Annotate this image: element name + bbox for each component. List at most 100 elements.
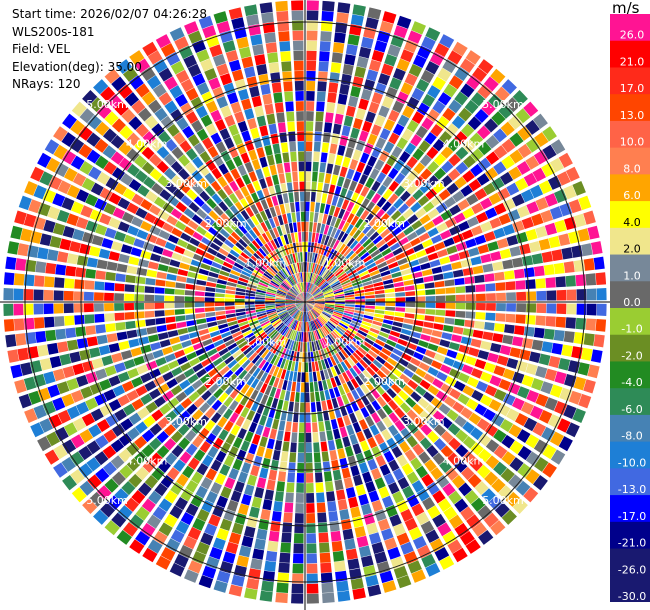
ppi-gate bbox=[388, 109, 400, 123]
ppi-gate bbox=[342, 284, 353, 290]
ppi-gate bbox=[486, 303, 496, 311]
ppi-gate bbox=[410, 391, 422, 403]
ppi-gate bbox=[262, 426, 271, 438]
ppi-gate bbox=[269, 315, 279, 322]
ppi-gate bbox=[79, 108, 95, 124]
ppi-gate bbox=[279, 41, 291, 52]
ppi-gate bbox=[322, 461, 331, 472]
ppi-gate bbox=[142, 41, 158, 57]
ppi-gate bbox=[258, 281, 269, 288]
ppi-gate bbox=[338, 337, 348, 347]
ppi-gate bbox=[436, 115, 450, 130]
ppi-gate bbox=[76, 401, 90, 415]
ppi-gate bbox=[470, 163, 484, 177]
ppi-gate bbox=[294, 513, 304, 524]
ppi-gate bbox=[320, 327, 327, 337]
ppi-gate bbox=[255, 250, 265, 260]
ppi-gate bbox=[135, 506, 150, 521]
ppi-gate bbox=[378, 351, 389, 361]
ppi-gate bbox=[291, 274, 297, 285]
ppi-gate bbox=[208, 210, 220, 221]
ppi-gate bbox=[268, 62, 280, 74]
ppi-gate bbox=[258, 359, 267, 369]
ppi-gate bbox=[394, 172, 406, 185]
ppi-gate bbox=[434, 353, 446, 363]
ppi-gate bbox=[583, 258, 595, 271]
ppi-gate bbox=[336, 489, 346, 501]
ppi-gate bbox=[250, 34, 263, 46]
ppi-gate bbox=[154, 310, 165, 317]
ppi-gate bbox=[173, 459, 186, 472]
ppi-gate bbox=[225, 294, 235, 298]
ppi-gate bbox=[270, 317, 280, 324]
ppi-gate bbox=[386, 357, 398, 367]
ppi-gate bbox=[293, 412, 299, 423]
ppi-gate bbox=[246, 409, 256, 421]
ppi-gate bbox=[320, 370, 326, 381]
ppi-gate bbox=[587, 225, 600, 240]
scan-info-panel: Start time: 2026/02/07 04:26:28 WLS200s-… bbox=[12, 6, 207, 94]
ppi-gate bbox=[323, 369, 330, 380]
ppi-gate bbox=[221, 351, 232, 361]
ppi-gate bbox=[313, 340, 318, 351]
ppi-gate bbox=[117, 84, 133, 99]
ppi-gate bbox=[495, 313, 506, 322]
ppi-gate bbox=[275, 273, 284, 282]
ppi-gate bbox=[381, 201, 392, 212]
ppi-gate bbox=[233, 262, 244, 270]
range-ring-label: 1.00km bbox=[245, 336, 287, 349]
ppi-gate bbox=[199, 150, 211, 163]
ppi-gate bbox=[241, 462, 252, 474]
ppi-gate bbox=[395, 215, 406, 226]
ppi-gate bbox=[429, 538, 445, 553]
ppi-gate bbox=[67, 253, 79, 265]
ppi-gate bbox=[128, 179, 142, 192]
ppi-gate bbox=[296, 296, 305, 302]
ppi-gate bbox=[337, 145, 346, 156]
ppi-gate bbox=[136, 267, 148, 276]
ppi-gate bbox=[310, 191, 316, 202]
ppi-gate bbox=[298, 321, 302, 332]
ppi-gate bbox=[278, 173, 286, 184]
ppi-gate bbox=[192, 363, 204, 373]
ppi-gate bbox=[144, 115, 159, 129]
ppi-gate bbox=[327, 501, 337, 512]
ppi-gate bbox=[252, 548, 265, 560]
ppi-gate bbox=[337, 384, 346, 396]
ppi-gate bbox=[424, 282, 435, 289]
ppi-gate bbox=[337, 230, 345, 241]
ppi-gate bbox=[542, 126, 557, 142]
ppi-gate bbox=[345, 299, 355, 302]
ppi-gate bbox=[278, 258, 285, 269]
ppi-gate bbox=[289, 289, 298, 297]
ppi-gate bbox=[231, 69, 244, 82]
ppi-gate bbox=[501, 451, 516, 466]
ppi-gate bbox=[502, 368, 515, 380]
ppi-gate bbox=[72, 363, 85, 376]
ppi-gate bbox=[241, 359, 251, 369]
ppi-gate bbox=[293, 60, 304, 71]
ppi-gates bbox=[3, 0, 607, 604]
ppi-gate bbox=[300, 293, 305, 302]
ppi-gate bbox=[167, 266, 179, 275]
ppi-gate bbox=[175, 315, 186, 322]
ppi-gate bbox=[421, 355, 434, 366]
ppi-gate bbox=[448, 437, 461, 451]
ppi-gate bbox=[55, 264, 67, 276]
ppi-gate bbox=[295, 392, 300, 403]
ppi-gate bbox=[224, 257, 236, 266]
ppi-gate bbox=[248, 337, 258, 346]
ppi-gate bbox=[324, 305, 335, 309]
ppi-gate bbox=[344, 306, 355, 310]
ppi-gate bbox=[347, 558, 360, 570]
ppi-gate bbox=[305, 462, 313, 473]
ppi-gate bbox=[345, 369, 354, 380]
ppi-gate bbox=[195, 105, 208, 119]
ppi-gate bbox=[455, 241, 468, 252]
ppi-gate bbox=[224, 239, 235, 249]
ppi-gate bbox=[526, 389, 540, 403]
ppi-gate bbox=[189, 357, 201, 367]
ppi-gate bbox=[308, 362, 312, 372]
ppi-gate bbox=[306, 70, 316, 81]
